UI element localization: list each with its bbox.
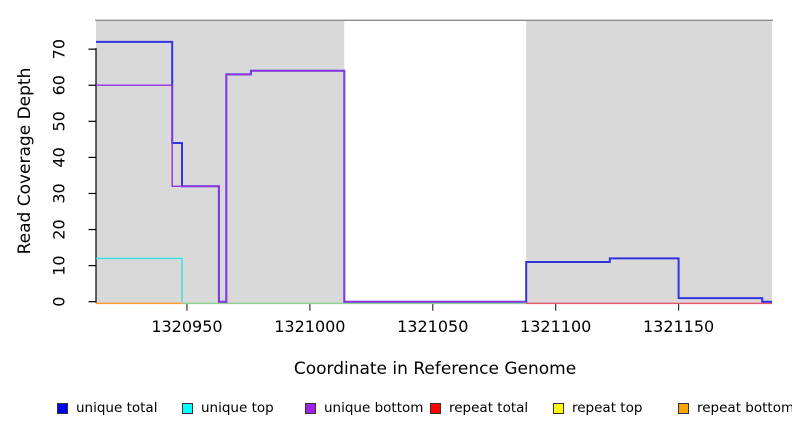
legend-label: repeat bottom (697, 400, 792, 416)
legend-label: repeat top (572, 400, 643, 416)
shaded-region (526, 20, 772, 304)
y-tick-label: 60 (50, 75, 69, 95)
shaded-region (96, 20, 345, 304)
legend-label: unique top (201, 400, 274, 416)
legend-swatch (553, 402, 564, 414)
y-tick-label: 0 (50, 297, 69, 307)
x-tick-label: 1321150 (643, 317, 714, 336)
legend-swatch (57, 402, 68, 414)
series-unique-top (96, 257, 183, 302)
legend-label: unique bottom (324, 400, 424, 416)
legend-swatch (182, 402, 193, 414)
legend-swatch (430, 402, 441, 414)
series-unique-bottom (96, 70, 527, 303)
y-axis-title: Read Coverage Depth (15, 67, 35, 255)
legend: unique total unique top unique bottom repea… (0, 399, 792, 419)
x-tick-label: 1321100 (520, 317, 591, 336)
y-tick-label: 10 (50, 255, 69, 275)
y-tick-label: 70 (50, 39, 69, 59)
legend-label: unique total (76, 400, 158, 416)
legend-item-repeat-bottom: repeat bottom (678, 399, 792, 417)
y-tick-label: 20 (50, 219, 69, 239)
x-tick-label: 1320950 (151, 317, 222, 336)
legend-item-unique-top: unique top (182, 399, 274, 417)
y-tick-label: 50 (50, 111, 69, 131)
x-tick-label: 1321000 (274, 317, 345, 336)
x-tick-label: 1321050 (397, 317, 468, 336)
plot-canvas: 0 10 20 30 40 50 60 70 1320950 1321000 1321050 1321… (50, 19, 773, 336)
legend-swatch (678, 402, 689, 414)
legend-item-repeat-total: repeat total (430, 399, 528, 417)
y-tick-label: 30 (50, 183, 69, 203)
y-tick-label: 40 (50, 147, 69, 167)
legend-item-repeat-top: repeat top (553, 399, 642, 417)
legend-swatch (305, 402, 316, 414)
legend-label: repeat total (449, 400, 529, 416)
legend-item-unique-bottom: unique bottom (305, 399, 423, 417)
x-axis-title: Coordinate in Reference Genome (293, 359, 577, 379)
legend-item-unique-total: unique total (57, 399, 157, 417)
